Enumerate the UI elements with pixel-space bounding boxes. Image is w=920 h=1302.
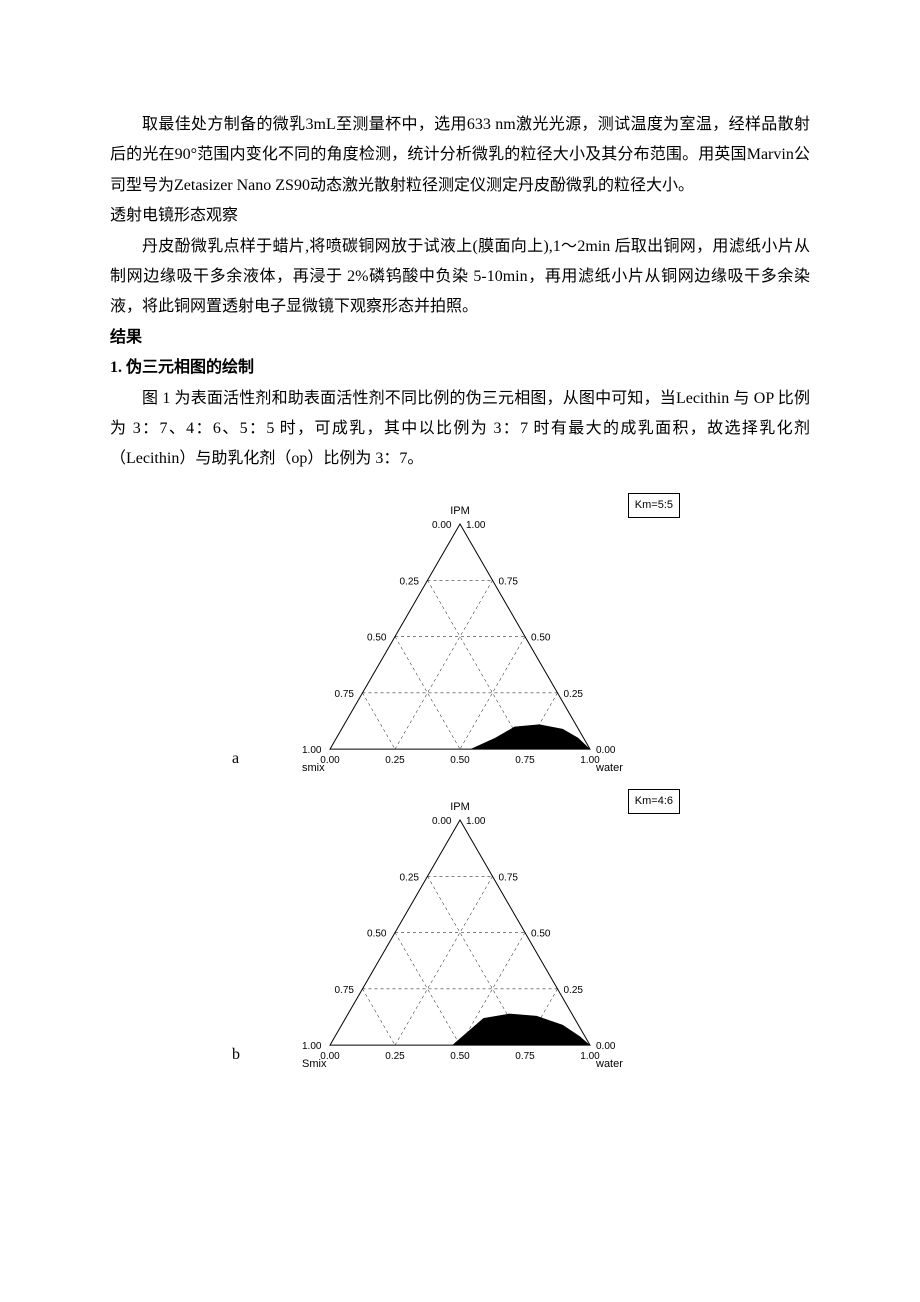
heading-section-1: 1. 伪三元相图的绘制 xyxy=(110,353,810,383)
svg-text:0.00: 0.00 xyxy=(432,816,452,827)
page-container: 取最佳处方制备的微乳3mL至测量杯中，选用633 nm激光光源，测试温度为室温，… xyxy=(0,0,920,1302)
svg-text:0.50: 0.50 xyxy=(531,632,551,643)
svg-text:0.00: 0.00 xyxy=(432,520,452,531)
svg-text:0.25: 0.25 xyxy=(385,1051,405,1062)
chart-letter-a: a xyxy=(232,744,239,774)
svg-text:water: water xyxy=(595,762,623,774)
heading-tem-observation: 透射电镜形态观察 xyxy=(110,201,810,231)
ternary-chart-b: 0.001.000.000.250.750.250.500.500.500.75… xyxy=(270,785,650,1075)
svg-text:1.00: 1.00 xyxy=(466,520,486,531)
svg-text:0.75: 0.75 xyxy=(499,576,519,587)
km-label-b: Km=4:6 xyxy=(628,789,680,814)
svg-text:0.50: 0.50 xyxy=(450,1051,470,1062)
svg-text:smix: smix xyxy=(302,762,325,774)
paragraph-tem-method: 丹皮酚微乳点样于蜡片,将喷碳铜网放于试液上(膜面向上),1～2min 后取出铜网… xyxy=(110,232,810,323)
paragraph-phase-diagram-desc: 图 1 为表面活性剂和助表面活性剂不同比例的伪三元相图，从图中可知，当Lecit… xyxy=(110,384,810,475)
charts-container: Km=5:5 0.00 1.00 0.00 0.25 0.75 0.25 0.50 0.50 0… xyxy=(110,483,810,1075)
ternary-chart-a-block: Km=5:5 0.001.000.000.250.750.250.500.500… xyxy=(270,489,650,779)
chart-letter-b: b xyxy=(232,1040,240,1070)
svg-text:0.25: 0.25 xyxy=(564,985,584,996)
svg-text:water: water xyxy=(595,1058,623,1070)
svg-text:1.00: 1.00 xyxy=(302,1041,322,1052)
svg-text:0.25: 0.25 xyxy=(385,755,405,766)
svg-text:IPM: IPM xyxy=(450,505,470,517)
svg-text:0.50: 0.50 xyxy=(450,755,470,766)
svg-text:Smix: Smix xyxy=(302,1058,327,1070)
svg-text:0.25: 0.25 xyxy=(400,872,420,883)
svg-text:1.00: 1.00 xyxy=(466,816,486,827)
heading-results: 结果 xyxy=(110,323,810,353)
svg-text:IPM: IPM xyxy=(450,801,470,813)
km-label-a: Km=5:5 xyxy=(628,493,680,518)
svg-text:0.75: 0.75 xyxy=(335,985,355,996)
svg-text:1.00: 1.00 xyxy=(302,745,322,756)
svg-text:0.75: 0.75 xyxy=(335,689,355,700)
svg-text:0.50: 0.50 xyxy=(367,928,387,939)
ternary-chart-a: 0.001.000.000.250.750.250.500.500.500.75… xyxy=(270,489,650,779)
svg-text:0.75: 0.75 xyxy=(515,1051,535,1062)
paragraph-particle-size: 取最佳处方制备的微乳3mL至测量杯中，选用633 nm激光光源，测试温度为室温，… xyxy=(110,110,810,201)
svg-text:0.50: 0.50 xyxy=(367,632,387,643)
ternary-chart-b-block: Km=4:6 0.001.000.000.250.750.250.500.500… xyxy=(270,785,650,1075)
svg-text:0.50: 0.50 xyxy=(531,928,551,939)
svg-text:0.25: 0.25 xyxy=(564,689,584,700)
svg-text:0.75: 0.75 xyxy=(499,872,519,883)
svg-text:0.25: 0.25 xyxy=(400,576,420,587)
svg-text:0.75: 0.75 xyxy=(515,755,535,766)
